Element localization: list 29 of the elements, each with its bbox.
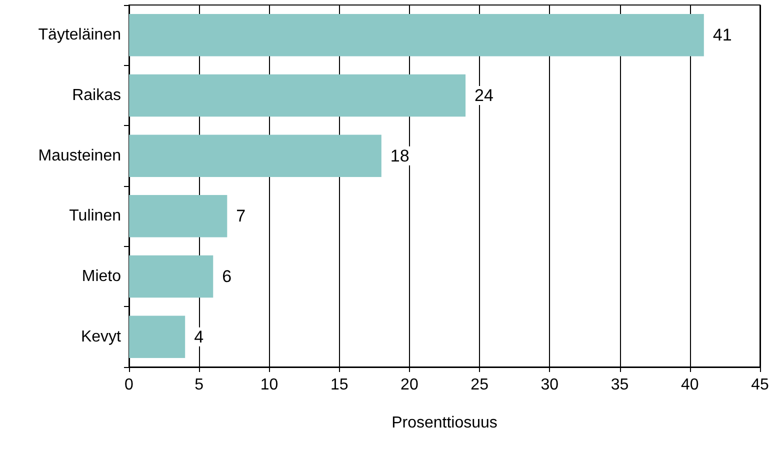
x-tick-label: 20 (400, 376, 418, 394)
x-axis-title: Prosenttiosuus (392, 414, 498, 432)
x-tick-label: 35 (610, 376, 629, 394)
bar (129, 255, 214, 298)
y-tick-label: Täyteläinen (38, 26, 121, 44)
data-label: 41 (712, 26, 732, 45)
bar (129, 74, 466, 117)
bar (129, 134, 382, 177)
y-tick-label: Raikas (72, 87, 121, 104)
y-tick-label: Kevyt (80, 328, 122, 346)
data-label: 7 (236, 206, 246, 226)
data-label: 6 (222, 267, 232, 286)
x-tick-label: 5 (194, 376, 204, 394)
x-tick-label: 0 (124, 376, 134, 394)
x-tick-label: 30 (540, 376, 559, 394)
bar (129, 316, 186, 358)
bar (129, 14, 704, 56)
data-label: 18 (390, 146, 410, 166)
y-tick-label: Mieto (82, 268, 122, 285)
data-label: 24 (474, 86, 494, 105)
x-tick-label: 25 (470, 376, 489, 394)
x-tick-label: 10 (260, 376, 278, 394)
x-tick-label: 45 (751, 376, 769, 394)
y-tick-label: Mausteinen (38, 147, 121, 164)
data-label: 4 (194, 327, 204, 346)
x-tick-label: 15 (330, 376, 348, 394)
bar (129, 195, 228, 238)
y-tick-label: Tulinen (69, 208, 121, 225)
x-tick-label: 40 (680, 376, 699, 394)
